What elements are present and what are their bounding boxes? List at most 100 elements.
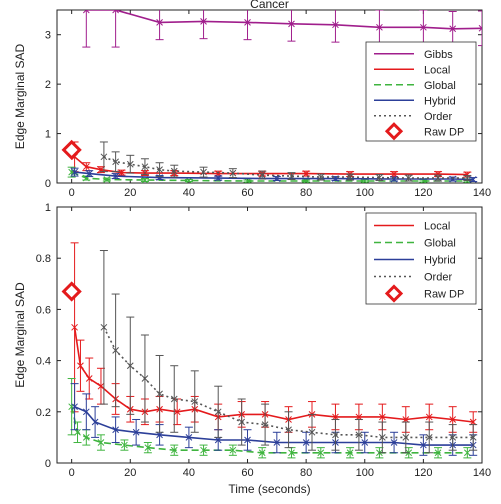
point-hybrid	[185, 434, 193, 441]
point-local	[378, 413, 386, 421]
point-global	[229, 446, 237, 454]
line-hybrid	[74, 405, 474, 446]
point-order	[141, 375, 149, 382]
legend-label-raw-dp: Raw DP	[424, 289, 464, 301]
point-global	[82, 434, 90, 441]
point-hybrid	[71, 168, 78, 176]
x-tick-label: 100	[356, 187, 374, 199]
point-order	[214, 408, 222, 416]
point-hybrid	[273, 175, 281, 182]
y-tick-label: 1	[45, 202, 51, 214]
point-global	[82, 174, 90, 182]
y-tick-label: 0	[45, 178, 51, 190]
point-order	[100, 153, 108, 161]
point-gibbs	[420, 23, 427, 31]
y-axis-label: Edge Marginal SAD	[13, 282, 27, 388]
point-order	[288, 172, 295, 180]
x-tick-label: 60	[241, 187, 253, 199]
point-order	[469, 434, 477, 441]
point-local	[402, 416, 410, 423]
point-hybrid	[112, 172, 119, 180]
raw-dp-marker	[61, 281, 82, 302]
point-gibbs	[156, 19, 163, 26]
legend: Gibbs Local Global Hybrid Order Raw DP	[365, 41, 477, 142]
point-global	[170, 446, 178, 454]
point-order	[402, 434, 410, 441]
point-hybrid	[112, 426, 119, 434]
point-hybrid	[302, 439, 310, 446]
point-hybrid	[361, 439, 369, 446]
point-gibbs	[449, 25, 457, 33]
legend-box	[365, 212, 477, 305]
series-gibbs	[82, 10, 482, 48]
point-order	[463, 174, 471, 182]
y-tick-label: 0	[45, 458, 51, 470]
y-tick-label: 0.4	[36, 356, 51, 368]
line-local	[73, 327, 474, 423]
point-order	[425, 434, 433, 441]
point-local	[118, 169, 125, 176]
point-order	[191, 398, 199, 405]
plot-frame	[56, 9, 483, 184]
x-tick-label: 100	[356, 467, 374, 479]
point-order	[156, 166, 163, 174]
line-order	[103, 156, 468, 179]
point-local	[77, 362, 84, 370]
top-panel-cancer: 0 20 40 60 80 100 120 140 0 1 2 3 Cancer Edge Margina…	[13, 0, 491, 199]
point-order	[332, 431, 339, 439]
point-global	[121, 441, 128, 449]
point-local	[332, 413, 339, 421]
line-local	[74, 156, 468, 176]
x-tick-label: 20	[124, 187, 136, 199]
point-global	[258, 449, 266, 457]
point-global	[288, 449, 295, 457]
series-order	[99, 141, 472, 182]
point-order	[200, 168, 207, 176]
point-order	[126, 160, 134, 168]
legend: Local Global Hybrid Order Raw DP	[365, 212, 477, 305]
series-order	[99, 250, 478, 454]
x-tick-label: 40	[183, 467, 195, 479]
line-global	[70, 406, 468, 454]
point-order	[346, 173, 354, 181]
point-global	[317, 449, 325, 457]
point-global	[463, 449, 471, 457]
point-order	[126, 362, 134, 370]
x-tick-label: 0	[69, 187, 75, 199]
series-global	[67, 378, 472, 459]
point-order	[378, 434, 386, 441]
point-local	[425, 413, 433, 421]
legend-label-order: Order	[424, 111, 452, 123]
line-hybrid	[74, 171, 474, 181]
point-hybrid	[156, 431, 163, 439]
legend-label-gibbs: Gibbs	[424, 49, 453, 61]
data-layer	[67, 242, 478, 459]
bottom-panel: 0 20 40 60 80 100 120 140 0 0.2 0.4 0.6 0.8 1 Edge Mar…	[13, 202, 491, 496]
legend-swatch-raw-dp	[384, 122, 404, 141]
point-hybrid	[85, 170, 93, 177]
y-tick-label: 3	[45, 30, 51, 42]
point-gibbs	[478, 24, 482, 32]
point-local	[85, 375, 93, 382]
legend-swatch-raw-dp	[384, 284, 404, 303]
point-hybrid	[273, 439, 281, 446]
point-hybrid	[390, 439, 398, 446]
point-order	[308, 428, 316, 436]
point-gibbs	[112, 10, 119, 14]
point-order	[376, 174, 383, 181]
legend-label-local: Local	[424, 221, 450, 233]
x-tick-label: 0	[69, 467, 75, 479]
point-order	[449, 434, 457, 441]
point-hybrid	[132, 428, 140, 436]
x-tick-label: 20	[124, 467, 136, 479]
point-local	[173, 408, 181, 416]
point-order	[141, 163, 149, 171]
point-hybrid	[244, 436, 251, 444]
x-tick-label: 120	[414, 467, 432, 479]
x-tick-label: 120	[414, 187, 432, 199]
point-global	[97, 439, 105, 446]
point-global	[68, 168, 76, 176]
point-gibbs	[244, 19, 251, 26]
point-local	[302, 170, 310, 177]
